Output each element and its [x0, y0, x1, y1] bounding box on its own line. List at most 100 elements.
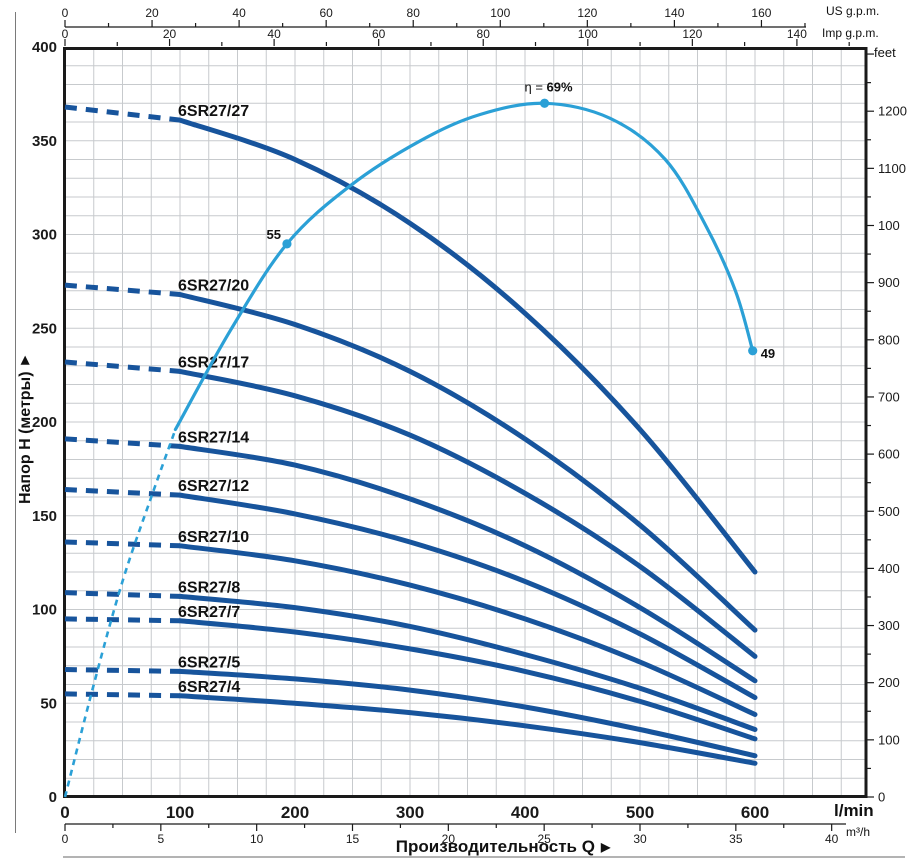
us-gpm-tick-label: 140	[664, 6, 684, 20]
imp-gpm-tick-label: 120	[682, 27, 702, 41]
pump-curve-6SR27/10	[177, 543, 758, 717]
us-gpm-tick-label: 40	[232, 6, 246, 20]
us-gpm-tick-label: 100	[490, 6, 510, 20]
efficiency-annotation: 55	[266, 227, 280, 242]
m3h-tick-label: 0	[62, 832, 69, 846]
head-m-tick-label: 0	[49, 789, 57, 806]
pump-curve-dashed-6SR27/5	[64, 667, 181, 674]
m3h-tick-label: 40	[825, 832, 839, 846]
pump-curve-label: 6SR27/5	[178, 654, 240, 671]
feet-tick-label: 500	[878, 504, 900, 519]
imp-gpm-tick-label: 20	[163, 27, 177, 41]
feet-tick-label: 900	[878, 275, 900, 290]
m3h-tick-label: 10	[250, 832, 264, 846]
us-gpm-tick-label: 0	[62, 6, 69, 20]
pump-curve-dashed-6SR27/4	[64, 691, 181, 699]
feet-tick-label: 300	[878, 618, 900, 633]
pump-curve-6SR27/17	[177, 368, 758, 659]
us-gpm-tick-label: 120	[577, 6, 597, 20]
pump-curve-dashed-6SR27/14	[64, 436, 181, 449]
lmin-tick-label: 600	[741, 803, 769, 822]
m3h-tick-label: 15	[346, 832, 360, 846]
efficiency-curve	[173, 101, 755, 432]
imp-gpm-tick-label: 0	[62, 27, 69, 41]
pump-curve-dashed-6SR27/17	[64, 359, 181, 374]
plot-border	[63, 47, 868, 798]
efficiency-point	[282, 239, 292, 249]
lmin-tick-label: 100	[166, 803, 194, 822]
lmin-tick-label: 500	[626, 803, 654, 822]
head-m-tick-label: 300	[32, 227, 57, 244]
efficiency-annotation: η = 69%	[525, 79, 574, 94]
head-m-tick-label: 150	[32, 508, 57, 525]
pump-curve-label: 6SR27/7	[178, 604, 240, 621]
us-gpm-tick-label: 80	[407, 6, 421, 20]
m3h-tick-label: 35	[729, 832, 743, 846]
imp-gpm-tick-label: 40	[267, 27, 281, 41]
pump-curve-6SR27/5	[177, 668, 758, 759]
efficiency-point	[748, 346, 758, 356]
feet-tick-label: 100	[878, 732, 900, 747]
pump-curve-label: 6SR27/8	[178, 579, 240, 596]
us-gpm-axis-unit: US g.p.m.	[826, 4, 880, 18]
feet-tick-label: 400	[878, 561, 900, 576]
us-gpm-tick-label: 20	[145, 6, 159, 20]
efficiency-curve-dashed	[63, 429, 177, 798]
pump-curve-label: 6SR27/20	[178, 278, 249, 295]
feet-tick-label: 800	[878, 332, 900, 347]
lmin-tick-label: 400	[511, 803, 539, 822]
m3h-axis-unit: m³/h	[846, 825, 870, 839]
head-m-tick-label: 400	[32, 39, 57, 56]
lmin-tick-label: 0	[60, 803, 69, 822]
feet-tick-label: 100	[878, 218, 900, 233]
pump-curve-dashed-6SR27/8	[64, 590, 181, 599]
pump-curve-label: 6SR27/14	[178, 429, 249, 446]
imp-gpm-tick-label: 60	[372, 27, 386, 41]
feet-tick-label: 1100	[878, 161, 906, 176]
head-m-tick-label: 200	[32, 414, 57, 431]
lmin-tick-label: 300	[396, 803, 424, 822]
head-m-tick-label: 50	[40, 695, 57, 712]
lmin-axis-unit: l/min	[834, 801, 874, 820]
pump-curve-label: 6SR27/10	[178, 529, 249, 546]
feet-tick-label: 200	[878, 675, 900, 690]
head-m-tick-label: 100	[32, 602, 57, 619]
head-m-tick-label: 350	[32, 133, 57, 150]
x-axis-arrow-icon: ▶	[600, 840, 611, 854]
pump-curve-dashed-6SR27/20	[64, 282, 181, 297]
pump-curve-label: 6SR27/4	[178, 679, 240, 696]
pump-curve-dashed-6SR27/27	[64, 104, 181, 123]
imp-gpm-tick-label: 80	[477, 27, 491, 41]
us-gpm-tick-label: 60	[319, 6, 333, 20]
pump-curve-6SR27/8	[177, 593, 758, 732]
pump-curve-6SR27/4	[177, 693, 758, 766]
y-axis-title: Напор H (метры) ▶	[17, 356, 35, 504]
pump-curve-label: 6SR27/12	[178, 478, 249, 495]
x-axis-title: Производительность Q ▶	[63, 837, 910, 857]
imp-gpm-tick-label: 100	[578, 27, 598, 41]
imp-gpm-tick-label: 140	[787, 27, 807, 41]
feet-axis-unit: feet	[874, 45, 896, 60]
efficiency-point	[539, 98, 550, 108]
pump-curve-6SR27/27	[177, 117, 758, 575]
m3h-tick-label: 20	[442, 832, 456, 846]
y-axis-title-text: Напор H (метры)	[17, 371, 34, 505]
lmin-tick-label: 200	[281, 803, 309, 822]
y-axis-arrow-icon: ▶	[19, 355, 31, 365]
efficiency-annotation: 49	[761, 346, 775, 361]
imp-gpm-axis-unit: Imp g.p.m.	[822, 26, 879, 40]
feet-tick-label: 0	[878, 790, 885, 805]
page-bottom-rule	[63, 856, 905, 858]
pump-curve-6SR27/12	[177, 492, 758, 701]
pump-curve-label: 6SR27/27	[178, 103, 249, 120]
efficiency-annotation-value: 69%	[547, 79, 573, 94]
us-gpm-tick-label: 160	[751, 6, 771, 20]
m3h-tick-label: 30	[633, 832, 647, 846]
pump-curve-6SR27/7	[177, 618, 758, 742]
pump-curve-6SR27/14	[177, 443, 758, 684]
head-m-tick-label: 250	[32, 320, 57, 337]
pump-curve-dashed-6SR27/12	[64, 487, 181, 498]
m3h-tick-label: 25	[537, 832, 551, 846]
